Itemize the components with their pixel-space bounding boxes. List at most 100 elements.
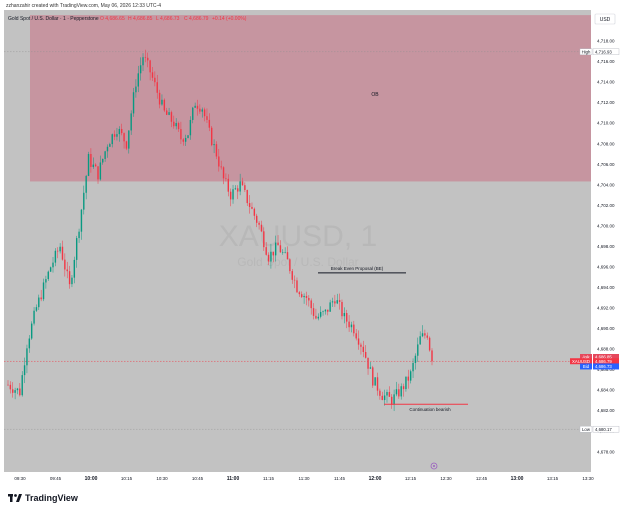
candle-body[interactable]	[343, 312, 346, 317]
candle-body[interactable]	[417, 344, 419, 356]
brand-logo[interactable]: TradingView	[8, 491, 78, 505]
candle-body[interactable]	[59, 246, 61, 252]
candle-body[interactable]	[367, 357, 369, 369]
candle-body[interactable]	[33, 310, 35, 324]
candle-body[interactable]	[94, 164, 97, 167]
candle-body[interactable]	[256, 215, 258, 223]
candle-body[interactable]	[388, 392, 391, 397]
candle-body[interactable]	[21, 375, 23, 396]
candle-body[interactable]	[315, 315, 317, 319]
candle-body[interactable]	[386, 392, 388, 396]
candle-body[interactable]	[312, 308, 315, 316]
candle-body[interactable]	[237, 188, 239, 192]
candle-body[interactable]	[42, 282, 45, 300]
candle-body[interactable]	[173, 121, 175, 127]
candle-body[interactable]	[419, 336, 421, 345]
candle-body[interactable]	[305, 295, 308, 298]
candle-body[interactable]	[206, 116, 208, 120]
candle-body[interactable]	[327, 309, 329, 312]
candle-body[interactable]	[64, 259, 66, 270]
candle-body[interactable]	[301, 294, 303, 298]
candle-body[interactable]	[298, 292, 301, 295]
candle-body[interactable]	[30, 323, 33, 339]
candle-body[interactable]	[265, 247, 267, 255]
candle-body[interactable]	[251, 206, 253, 209]
candle-body[interactable]	[407, 376, 410, 381]
candle-body[interactable]	[147, 57, 149, 61]
marker-price-ask[interactable]	[593, 354, 619, 361]
candle-body[interactable]	[364, 352, 367, 358]
candle-body[interactable]	[175, 123, 177, 127]
candle-body[interactable]	[218, 156, 220, 167]
candle-body[interactable]	[296, 280, 298, 293]
price-axis[interactable]	[591, 10, 625, 472]
marker-price-xauusd[interactable]	[593, 358, 619, 365]
candle-body[interactable]	[87, 153, 90, 176]
candle-body[interactable]	[424, 333, 426, 336]
candle-body[interactable]	[83, 192, 85, 210]
candle-body[interactable]	[341, 301, 343, 317]
time-axis[interactable]	[0, 472, 625, 486]
candle-body[interactable]	[208, 119, 211, 128]
marker-price-low[interactable]	[592, 425, 620, 433]
candle-body[interactable]	[7, 384, 9, 386]
candle-body[interactable]	[97, 166, 99, 180]
candle-body[interactable]	[156, 82, 158, 93]
candle-body[interactable]	[73, 259, 76, 278]
candle-body[interactable]	[99, 162, 102, 180]
candle-body[interactable]	[329, 302, 331, 312]
candle-body[interactable]	[258, 222, 260, 225]
candle-body[interactable]	[348, 321, 350, 328]
candle-body[interactable]	[317, 316, 320, 319]
candle-body[interactable]	[49, 267, 52, 272]
candle-body[interactable]	[381, 395, 383, 401]
candle-body[interactable]	[75, 238, 78, 260]
candle-body[interactable]	[170, 112, 173, 122]
candle-body[interactable]	[222, 167, 225, 179]
candle-body[interactable]	[35, 307, 38, 311]
candle-body[interactable]	[111, 134, 113, 145]
candle-body[interactable]	[319, 311, 322, 317]
candle-body[interactable]	[253, 208, 256, 216]
candle-body[interactable]	[310, 300, 312, 309]
candle-body[interactable]	[180, 129, 182, 140]
candle-body[interactable]	[402, 386, 405, 390]
candle-body[interactable]	[289, 259, 291, 272]
candle-body[interactable]	[128, 130, 130, 149]
candle-body[interactable]	[137, 73, 139, 87]
marker-price-bid[interactable]	[593, 363, 619, 370]
candle-body[interactable]	[47, 271, 49, 280]
candle-body[interactable]	[61, 246, 64, 260]
candle-body[interactable]	[379, 390, 381, 396]
candle-body[interactable]	[182, 139, 184, 142]
candle-body[interactable]	[38, 297, 40, 308]
candle-body[interactable]	[26, 348, 28, 366]
candle-body[interactable]	[142, 57, 144, 66]
candle-body[interactable]	[184, 137, 187, 142]
candle-body[interactable]	[102, 158, 104, 163]
candle-body[interactable]	[52, 262, 54, 268]
candle-body[interactable]	[241, 181, 244, 186]
candle-body[interactable]	[106, 146, 109, 152]
candle-body[interactable]	[286, 252, 289, 260]
candle-body[interactable]	[383, 395, 386, 401]
candle-body[interactable]	[132, 92, 135, 114]
candle-body[interactable]	[244, 185, 246, 191]
candle-body[interactable]	[260, 224, 263, 232]
candle-body[interactable]	[66, 269, 68, 272]
candle-body[interactable]	[374, 377, 376, 386]
candle-body[interactable]	[272, 251, 275, 256]
candle-body[interactable]	[135, 86, 137, 93]
candle-body[interactable]	[19, 388, 21, 396]
candle-body[interactable]	[393, 394, 395, 405]
candle-body[interactable]	[14, 390, 16, 393]
candle-body[interactable]	[395, 389, 398, 395]
candle-body[interactable]	[270, 251, 272, 262]
candle-body[interactable]	[125, 141, 128, 149]
candle-body[interactable]	[23, 365, 26, 376]
candle-body[interactable]	[203, 109, 206, 117]
candle-body[interactable]	[123, 133, 125, 142]
candle-body[interactable]	[357, 338, 360, 345]
candle-body[interactable]	[225, 178, 227, 179]
